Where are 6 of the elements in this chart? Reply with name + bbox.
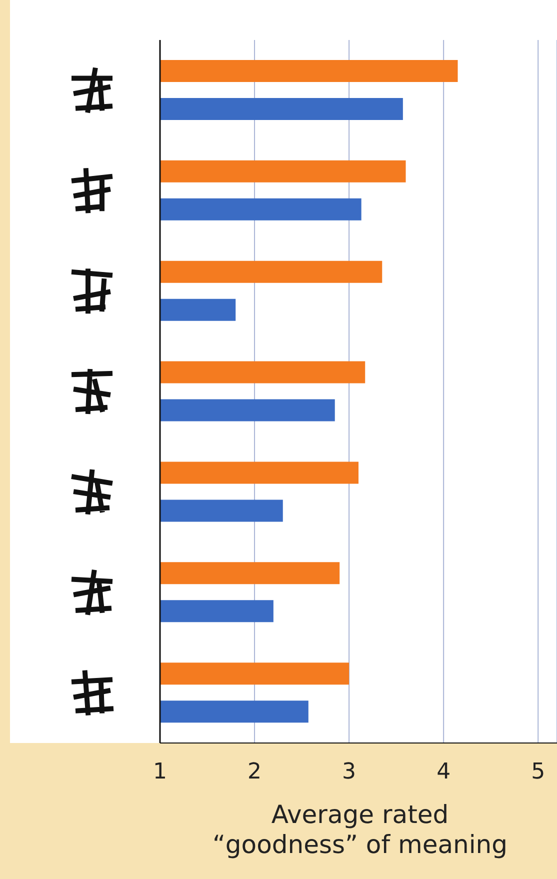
x-axis-title: Average rated “goodness” of meaning bbox=[211, 800, 509, 860]
x-tick-label: 4 bbox=[436, 760, 451, 785]
x-tick-label: 3 bbox=[342, 760, 356, 785]
x-tick-label: 5 bbox=[531, 760, 546, 785]
x-tick-label: 2 bbox=[248, 760, 262, 785]
x-tick-label: 1 bbox=[153, 760, 167, 785]
